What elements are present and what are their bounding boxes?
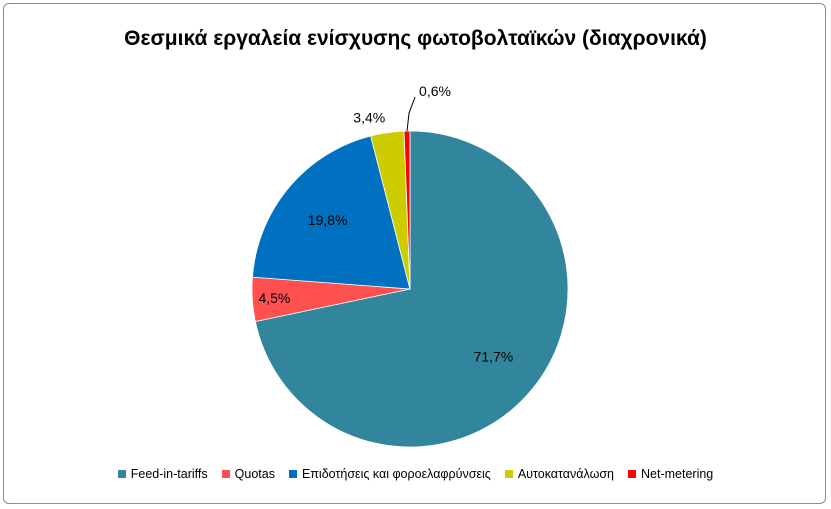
legend-label: Feed-in-tariffs (130, 467, 208, 481)
legend-item-net-metering: Net-metering (628, 467, 713, 481)
data-label-net-metering: 0,6% (419, 83, 451, 99)
pie-slice-feed-in-tariffs (254, 130, 569, 448)
legend-swatch (288, 470, 297, 478)
legend-swatch (628, 470, 636, 478)
data-label-series: 3,4% (353, 110, 385, 126)
data-label-feed-in-tariffs: 71,7% (474, 349, 514, 365)
legend-label: Quotas (234, 467, 275, 481)
legend-item-quotas: Quotas (221, 467, 275, 481)
pie-slice-series (252, 135, 411, 290)
legend-label: Net-metering (641, 467, 714, 481)
legend-swatch (221, 470, 230, 478)
legend-swatch (117, 470, 126, 478)
legend-item-feed-in-tariffs: Feed-in-tariffs (117, 467, 208, 481)
legend-item-subsidies: Επιδοτήσεις και φοροελαφρύνσεις (288, 467, 491, 481)
data-label-quotas: 4,5% (258, 290, 290, 306)
leader-line-net-metering (406, 96, 416, 132)
chart-legend: Feed-in-tariffs Quotas Επιδοτήσεις και φ… (0, 467, 831, 481)
legend-swatch (504, 470, 513, 478)
legend-item-self-consumption: Αυτοκατανάλωση (504, 467, 614, 481)
data-label-series: 19,8% (308, 212, 348, 228)
chart-title: Θεσμικά εργαλεία ενίσχυσης φωτοβολταϊκών… (124, 27, 707, 50)
legend-label: Αυτοκατανάλωση (517, 467, 614, 481)
legend-label: Επιδοτήσεις και φοροελαφρύνσεις (301, 467, 491, 481)
